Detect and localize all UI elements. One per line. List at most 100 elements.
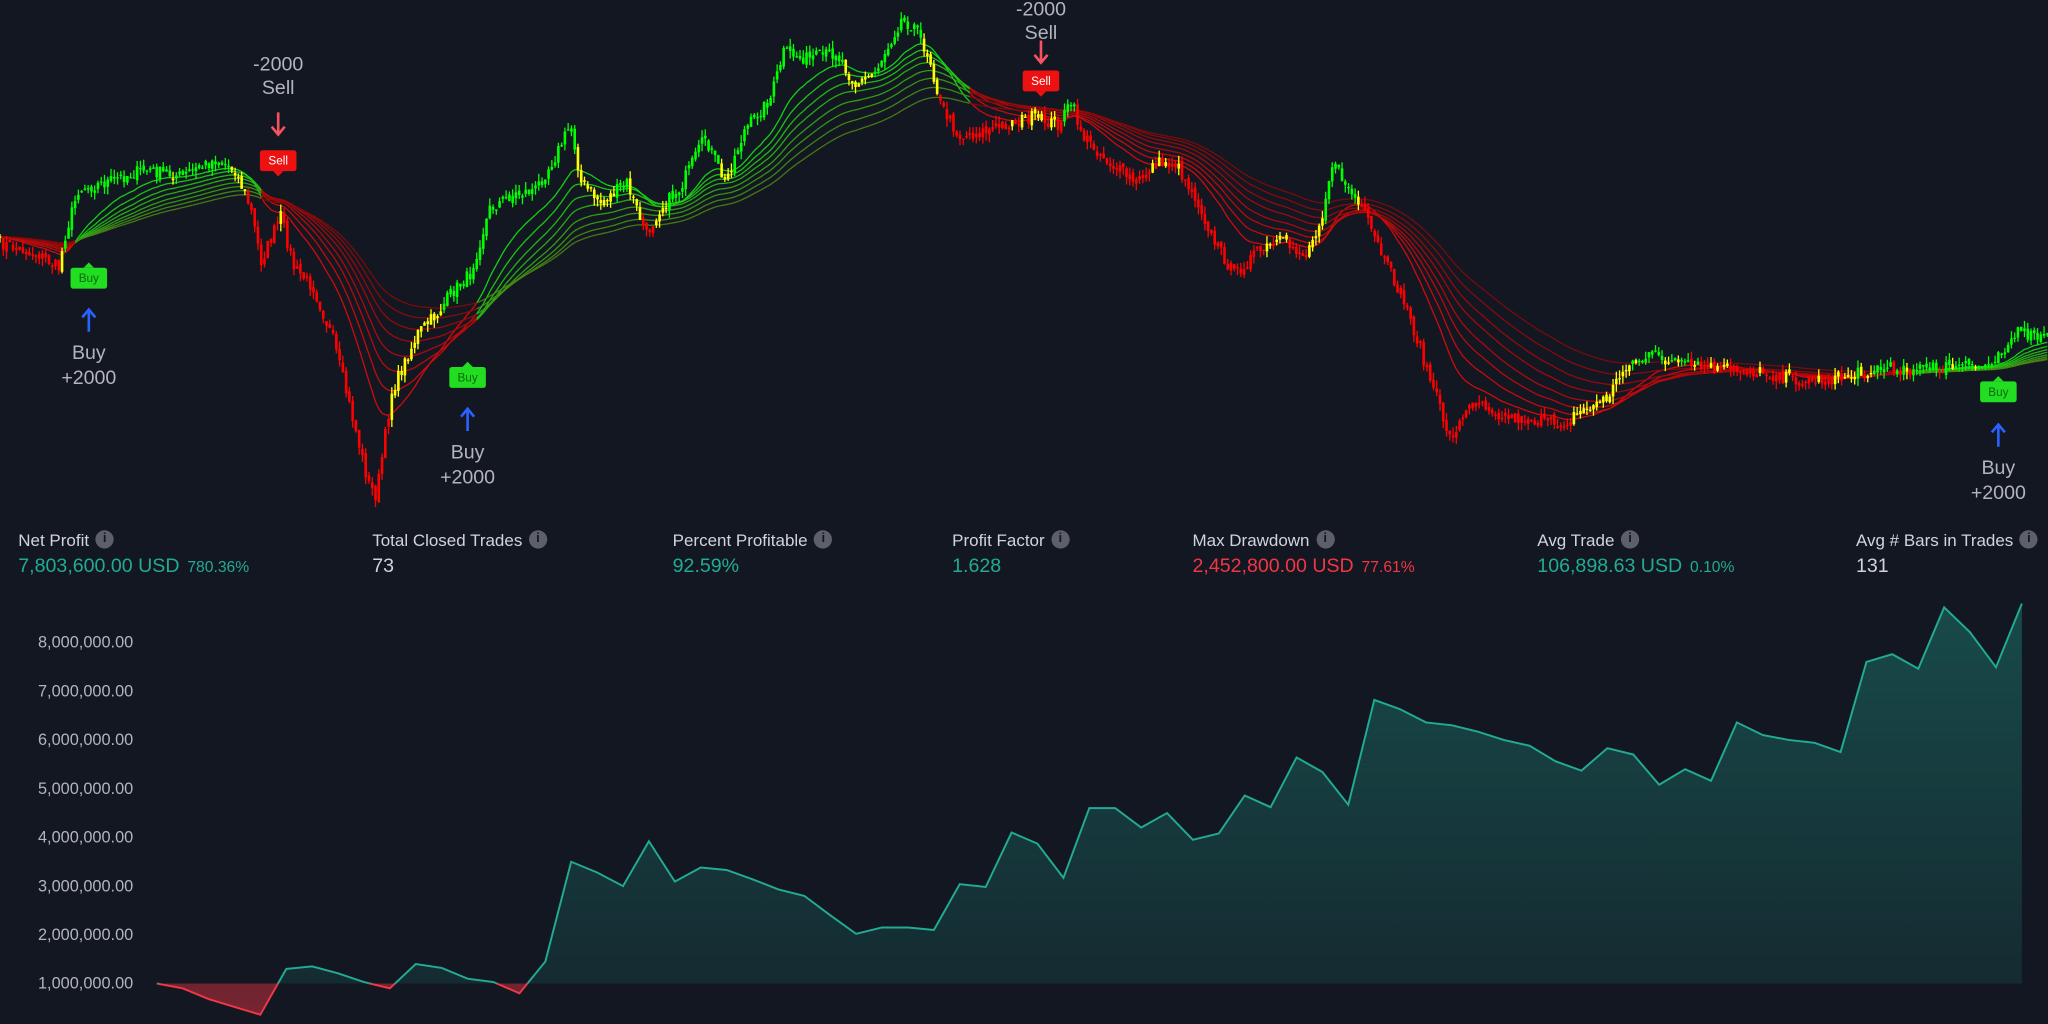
ma-line-segment: [1165, 135, 1170, 138]
ma-line-segment: [695, 198, 700, 202]
ma-line-segment: [169, 201, 174, 204]
ma-line-segment: [819, 115, 824, 119]
ma-line-segment: [1573, 375, 1578, 379]
ma-line-segment: [1517, 330, 1523, 334]
ma-line-segment: [1681, 373, 1686, 376]
ma-line-segment: [1534, 403, 1539, 407]
ma-line-segment: [2017, 361, 2022, 364]
ma-line-segment: [1485, 391, 1490, 395]
ma-line-segment: [1658, 375, 1663, 378]
ma-line-segment: [221, 183, 226, 186]
ma-line-segment: [1260, 181, 1264, 185]
ma-line-segment: [1335, 210, 1340, 214]
ma-line-segment: [763, 185, 768, 189]
ma-line-segment: [29, 239, 33, 242]
ma-line-segment: [1106, 127, 1111, 131]
ma-line-segment: [1393, 213, 1398, 217]
ma-line-segment: [1472, 348, 1477, 353]
ma-line-segment: [972, 104, 977, 109]
ma-line-segment: [215, 176, 219, 179]
ma-line-segment: [1296, 217, 1300, 221]
ma-line-segment: [1172, 136, 1176, 139]
ma-line-segment: [1283, 190, 1287, 193]
ma-line-segment: [502, 287, 507, 292]
ma-line-segment: [2043, 357, 2048, 360]
ma-line-segment: [685, 200, 690, 204]
ma-line-segment: [865, 97, 869, 100]
ma-line-segment: [688, 198, 693, 202]
ma-line-segment: [1217, 192, 1222, 198]
ma-line-segment: [309, 234, 314, 240]
ma-line-segment: [1184, 162, 1189, 166]
ma-line-segment: [685, 217, 690, 221]
ma-line-segment: [74, 239, 79, 242]
ma-line-segment: [339, 266, 344, 273]
ma-line-segment: [110, 208, 115, 213]
ma-line-segment: [45, 245, 50, 249]
ma-line-segment: [146, 204, 151, 208]
ma-line-segment: [2043, 341, 2048, 344]
ma-line-segment: [1505, 401, 1509, 405]
price-chart[interactable]: BuyBuy+2000Sell-2000SellBuyBuy+2000Sell-…: [0, 0, 2048, 522]
ma-line-segment: [163, 203, 167, 206]
ma-line-segment: [2030, 357, 2035, 360]
ma-line-segment: [476, 306, 481, 310]
ma-line-segment: [208, 195, 213, 198]
ma-line-segment: [1207, 174, 1212, 179]
ma-line-segment: [1429, 259, 1435, 266]
ma-line-segment: [48, 245, 53, 248]
ma-line-segment: [1230, 209, 1235, 215]
ma-line-segment: [521, 239, 527, 245]
ma-line-segment: [1482, 356, 1487, 361]
ma-line-segment: [1403, 238, 1408, 243]
ma-line-segment: [1439, 284, 1444, 292]
ma-line-segment: [897, 82, 902, 86]
ma-line-segment: [2017, 362, 2022, 365]
ma-line-segment: [381, 343, 386, 349]
ma-line-segment: [512, 271, 517, 277]
ma-line-segment: [976, 98, 980, 101]
ma-line-segment: [1315, 201, 1320, 204]
ma-line-segment: [779, 110, 785, 118]
ma-line-segment: [1387, 217, 1392, 221]
ma-line-segment: [1514, 313, 1519, 317]
ma-line-segment: [447, 315, 451, 318]
ma-line-segment: [1439, 309, 1444, 318]
ma-line-segment: [1266, 207, 1271, 211]
ma-line-segment: [1331, 212, 1336, 215]
ma-line-segment: [404, 313, 409, 317]
ma-line-segment: [1413, 250, 1418, 257]
ma-line-segment: [1459, 304, 1464, 310]
ma-line-segment: [855, 75, 859, 78]
ma-line-segment: [470, 302, 474, 306]
ma-line-segment: [68, 243, 73, 247]
ma-line-segment: [1475, 351, 1480, 356]
ma-line-segment: [1567, 360, 1571, 363]
ma-line-segment: [744, 168, 749, 173]
ma-line-segment: [1445, 309, 1451, 317]
ma-line-segment: [489, 301, 494, 306]
ma-line-segment: [1243, 213, 1248, 218]
ma-line-segment: [887, 115, 892, 119]
ma-line-segment: [910, 59, 915, 63]
ma-line-segment: [1250, 191, 1255, 195]
ma-line-segment: [286, 209, 292, 213]
ma-line-segment: [427, 337, 432, 340]
ma-line-segment: [969, 102, 974, 105]
ma-line-segment: [84, 224, 89, 230]
ma-line-segment: [391, 295, 396, 299]
ma-line-segment: [505, 242, 510, 248]
ma-line-segment: [1527, 337, 1532, 341]
ma-line-segment: [25, 242, 30, 245]
ma-line-segment: [225, 195, 229, 198]
ma-line-segment: [202, 197, 206, 200]
ma-line-segment: [548, 259, 553, 263]
ma-line-segment: [999, 104, 1003, 107]
ma-line-segment: [81, 236, 86, 240]
ma-line-segment: [701, 180, 706, 185]
ma-line-segment: [1214, 157, 1219, 161]
ma-line-segment: [1188, 155, 1193, 159]
ma-line-segment: [215, 189, 219, 192]
ma-line-segment: [1563, 383, 1568, 386]
ma-line-segment: [610, 211, 614, 214]
